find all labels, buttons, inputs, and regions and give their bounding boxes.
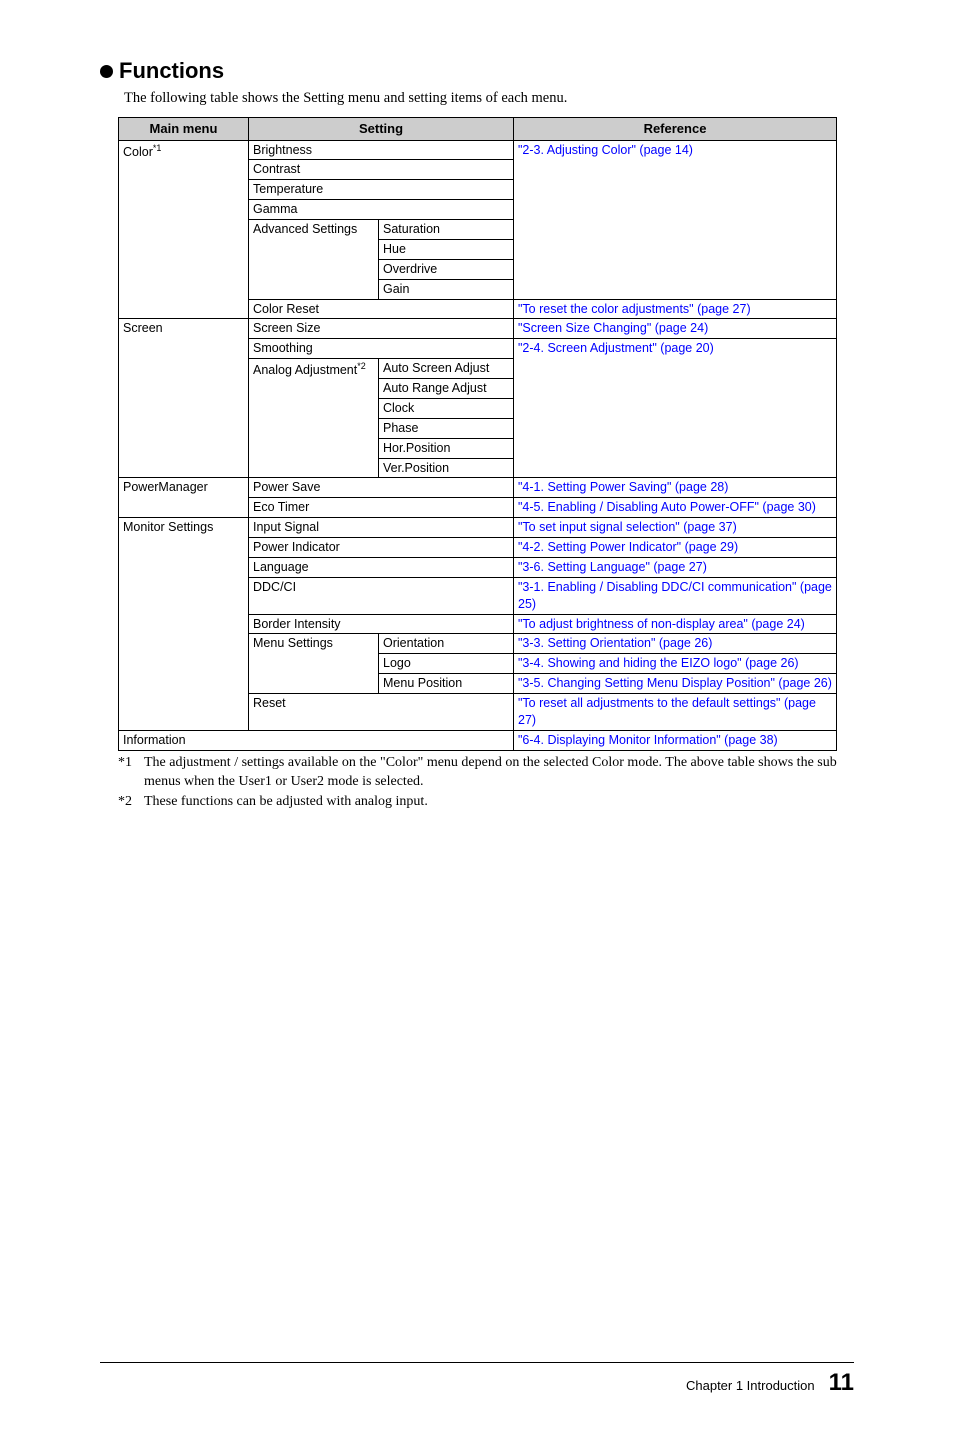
cell-setting: Analog Adjustment*2 (249, 359, 379, 478)
cell-main-menu: Information (119, 730, 514, 750)
cell-reference: "3-6. Setting Language" (page 27) (514, 557, 837, 577)
footnote-marker: *2 (118, 793, 144, 812)
cell-setting: Language (249, 557, 514, 577)
cell-sub-setting: Saturation (379, 220, 514, 240)
cell-setting: Menu Settings (249, 634, 379, 694)
ref-link[interactable]: "To reset all adjustments to the default… (518, 696, 816, 727)
ref-link[interactable]: "3-6. Setting Language" (page 27) (518, 560, 707, 574)
cell-reference: "4-5. Enabling / Disabling Auto Power-OF… (514, 498, 837, 518)
cell-reference: "4-2. Setting Power Indicator" (page 29) (514, 538, 837, 558)
heading-title: Functions (119, 58, 224, 84)
ref-link[interactable]: "4-1. Setting Power Saving" (page 28) (518, 480, 728, 494)
cell-main-menu: Monitor Settings (119, 518, 249, 731)
cell-sub-setting: Auto Range Adjust (379, 379, 514, 399)
settings-table: Main menu Setting Reference Color*1 Brig… (118, 117, 837, 751)
page-footer: Chapter 1 Introduction 11 (100, 1362, 854, 1397)
cell-sub-setting: Gain (379, 279, 514, 299)
cell-setting: DDC/CI (249, 577, 514, 614)
ref-link[interactable]: "3-1. Enabling / Disabling DDC/CI commun… (518, 580, 832, 611)
cell-sub-setting: Orientation (379, 634, 514, 654)
color-label: Color (123, 145, 153, 159)
cell-reference: "To set input signal selection" (page 37… (514, 518, 837, 538)
cell-setting: Temperature (249, 180, 514, 200)
cell-setting: Color Reset (249, 299, 514, 319)
footnote-1: *1 The adjustment / settings available o… (118, 754, 854, 792)
ref-link[interactable]: "To adjust brightness of non-display are… (518, 617, 805, 631)
cell-sub-setting: Overdrive (379, 259, 514, 279)
cell-setting: Advanced Settings (249, 220, 379, 300)
ref-link[interactable]: "3-3. Setting Orientation" (page 26) (518, 636, 712, 650)
footnote-text: The adjustment / settings available on t… (144, 754, 854, 792)
analog-sup: *2 (357, 361, 366, 371)
table-row: PowerManager Power Save "4-1. Setting Po… (119, 478, 837, 498)
ref-link[interactable]: "Screen Size Changing" (page 24) (518, 321, 708, 335)
cell-sub-setting: Auto Screen Adjust (379, 359, 514, 379)
table-row: Monitor Settings Input Signal "To set in… (119, 518, 837, 538)
ref-link[interactable]: "6-4. Displaying Monitor Information" (p… (518, 733, 778, 747)
ref-link[interactable]: "2-3. Adjusting Color" (page 14) (518, 143, 693, 157)
footer-page-number: 11 (829, 1369, 854, 1397)
cell-reference: "2-4. Screen Adjustment" (page 20) (514, 339, 837, 478)
table-row: Screen Screen Size "Screen Size Changing… (119, 319, 837, 339)
ref-link[interactable]: "To reset the color adjustments" (page 2… (518, 302, 751, 316)
cell-sub-setting: Menu Position (379, 674, 514, 694)
cell-sub-setting: Hor.Position (379, 438, 514, 458)
cell-main-menu: PowerManager (119, 478, 249, 518)
ref-link[interactable]: "2-4. Screen Adjustment" (page 20) (518, 341, 714, 355)
cell-setting: Contrast (249, 160, 514, 180)
footnote-2: *2 These functions can be adjusted with … (118, 793, 854, 812)
table-row: Color*1 Brightness "2-3. Adjusting Color… (119, 140, 837, 160)
color-sup: *1 (153, 143, 162, 153)
ref-link[interactable]: "3-4. Showing and hiding the EIZO logo" … (518, 656, 799, 670)
cell-main-menu: Color*1 (119, 140, 249, 319)
cell-reference: "3-1. Enabling / Disabling DDC/CI commun… (514, 577, 837, 614)
cell-setting: Border Intensity (249, 614, 514, 634)
cell-setting: Reset (249, 694, 514, 731)
ref-link[interactable]: "4-2. Setting Power Indicator" (page 29) (518, 540, 738, 554)
cell-reference: "To adjust brightness of non-display are… (514, 614, 837, 634)
cell-reference: "Screen Size Changing" (page 24) (514, 319, 837, 339)
intro-text: The following table shows the Setting me… (124, 90, 854, 107)
header-reference: Reference (514, 118, 837, 141)
cell-setting: Gamma (249, 200, 514, 220)
cell-sub-setting: Clock (379, 398, 514, 418)
ref-link[interactable]: "To set input signal selection" (page 37… (518, 520, 737, 534)
cell-reference: "To reset all adjustments to the default… (514, 694, 837, 731)
footnotes: *1 The adjustment / settings available o… (118, 754, 854, 813)
table-header-row: Main menu Setting Reference (119, 118, 837, 141)
cell-reference: "To reset the color adjustments" (page 2… (514, 299, 837, 319)
cell-reference: "3-3. Setting Orientation" (page 26) (514, 634, 837, 654)
cell-sub-setting: Logo (379, 654, 514, 674)
cell-sub-setting: Phase (379, 418, 514, 438)
cell-setting: Power Save (249, 478, 514, 498)
cell-sub-setting: Ver.Position (379, 458, 514, 478)
header-setting: Setting (249, 118, 514, 141)
section-heading: Functions (100, 58, 854, 84)
cell-reference: "3-4. Showing and hiding the EIZO logo" … (514, 654, 837, 674)
footnote-text: These functions can be adjusted with ana… (144, 793, 428, 812)
cell-reference: "4-1. Setting Power Saving" (page 28) (514, 478, 837, 498)
cell-setting: Eco Timer (249, 498, 514, 518)
ref-link[interactable]: "3-5. Changing Setting Menu Display Posi… (518, 676, 832, 690)
header-main-menu: Main menu (119, 118, 249, 141)
footer-chapter: Chapter 1 Introduction (686, 1378, 815, 1393)
analog-label: Analog Adjustment (253, 363, 357, 377)
footnote-marker: *1 (118, 754, 144, 792)
cell-setting: Brightness (249, 140, 514, 160)
cell-setting: Smoothing (249, 339, 514, 359)
cell-setting: Power Indicator (249, 538, 514, 558)
cell-setting: Screen Size (249, 319, 514, 339)
cell-setting: Input Signal (249, 518, 514, 538)
table-row: Information "6-4. Displaying Monitor Inf… (119, 730, 837, 750)
cell-reference: "6-4. Displaying Monitor Information" (p… (514, 730, 837, 750)
cell-reference: "3-5. Changing Setting Menu Display Posi… (514, 674, 837, 694)
bullet-icon (100, 65, 113, 78)
cell-sub-setting: Hue (379, 239, 514, 259)
ref-link[interactable]: "4-5. Enabling / Disabling Auto Power-OF… (518, 500, 816, 514)
cell-reference: "2-3. Adjusting Color" (page 14) (514, 140, 837, 299)
cell-main-menu: Screen (119, 319, 249, 478)
